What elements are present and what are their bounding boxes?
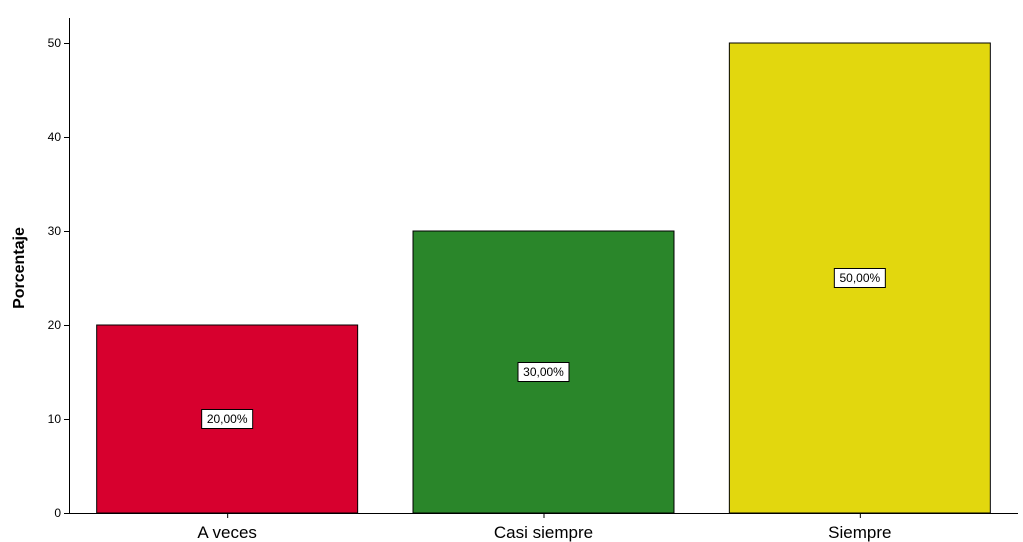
y-tick-label: 40 — [48, 130, 62, 144]
data-label: 20,00% — [207, 412, 248, 426]
y-axis-ticks: 0 10 20 30 40 50 — [48, 36, 69, 520]
bar — [728, 42, 991, 514]
y-tick-label: 50 — [48, 36, 62, 50]
bars-group: 20,00% 30,00% 50,00% — [96, 42, 991, 514]
y-axis-title: Porcentaje — [11, 227, 28, 309]
y-tick-label: 20 — [48, 318, 62, 332]
y-tick-label: 30 — [48, 224, 62, 238]
category-label: A veces — [197, 523, 257, 542]
data-label-box — [833, 268, 886, 288]
data-label: 30,00% — [523, 365, 564, 379]
category-labels: A veces Casi siempre Siempre — [197, 513, 891, 542]
data-label: 50,00% — [839, 271, 880, 285]
category-label: Siempre — [828, 523, 891, 542]
data-label-box — [201, 409, 254, 429]
y-tick-label: 10 — [48, 412, 62, 426]
data-label-box — [517, 362, 570, 382]
category-label: Casi siempre — [494, 523, 593, 542]
y-tick-label: 0 — [54, 506, 61, 520]
